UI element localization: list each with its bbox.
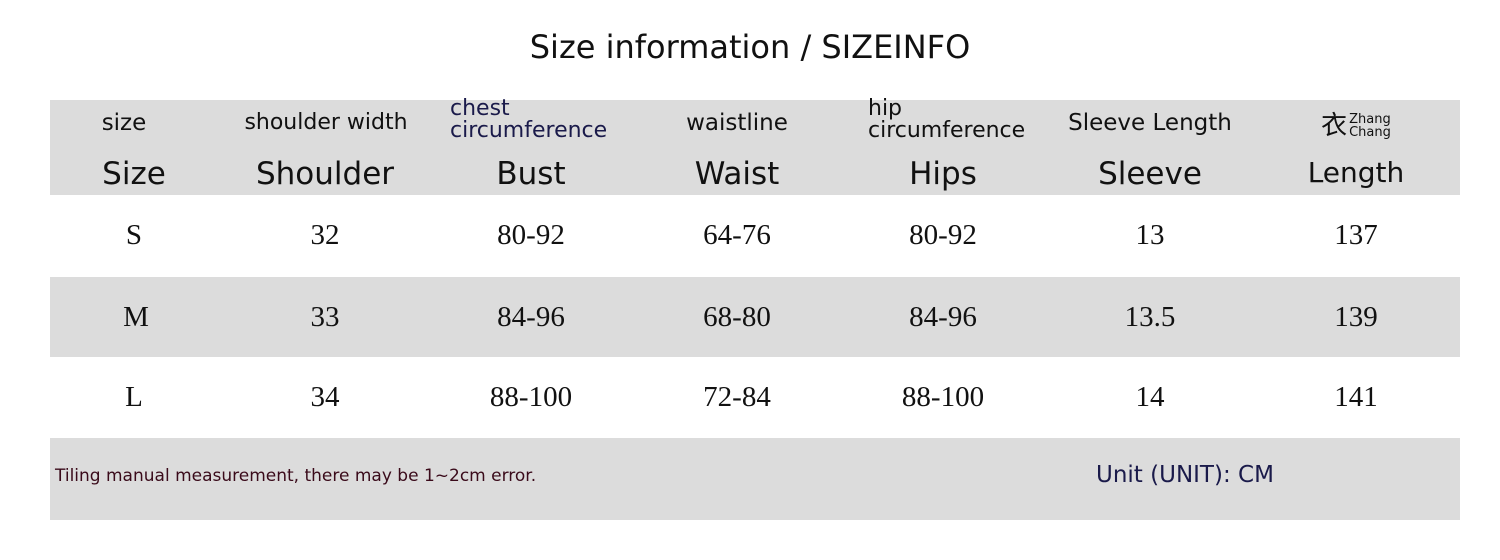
cell-size: M: [123, 301, 149, 333]
header-size: Size: [102, 156, 166, 192]
cell-bust: 88-100: [489, 381, 573, 413]
cell-bust: 84-96: [497, 301, 565, 333]
brand-logo: 衣 Zhang Chang: [1256, 113, 1456, 139]
cell-size: L: [125, 381, 143, 413]
brand-logo-icon: 衣: [1321, 111, 1348, 141]
header-sub-hip-line1: hip: [868, 96, 903, 121]
measurement-note: Tiling manual measurement, there may be …: [55, 466, 537, 486]
header-bust: Bust: [496, 156, 566, 192]
header-sub-chest: chest circumference: [450, 98, 650, 142]
cell-waist: 68-80: [703, 301, 771, 333]
header-sub-hip-line2: circumference: [868, 118, 1026, 143]
cell-bust: 80-92: [497, 219, 565, 251]
header-sub-size: size: [101, 110, 147, 136]
header-sub-chest-line2: circumference: [450, 118, 608, 143]
header-waist: Waist: [694, 156, 780, 192]
table-row: M 33 84-96 68-80 84-96 13.5 139: [50, 277, 1460, 357]
cell-sleeve: 14: [1135, 381, 1165, 413]
brand-logo-text: Zhang Chang: [1349, 113, 1391, 139]
header-sub-hip: hip circumference: [868, 98, 1068, 142]
cell-length: 139: [1334, 301, 1378, 333]
table-row: L 34 88-100 72-84 88-100 14 141: [50, 357, 1460, 438]
cell-shoulder: 33: [310, 301, 340, 333]
cell-hips: 80-92: [909, 219, 977, 251]
cell-hips: 88-100: [901, 381, 985, 413]
header-hips: Hips: [909, 156, 977, 192]
header-sub-waist: waistline: [686, 110, 788, 136]
header-sub-chest-line1: chest: [450, 96, 510, 121]
cell-length: 141: [1334, 381, 1378, 413]
header-sleeve: Sleeve: [1098, 156, 1202, 192]
cell-length: 137: [1334, 219, 1378, 251]
cell-shoulder: 34: [310, 381, 340, 413]
cell-sleeve: 13: [1135, 219, 1165, 251]
cell-shoulder: 32: [310, 219, 340, 251]
header-length: Length: [1307, 156, 1405, 189]
unit-label: Unit (UNIT): CM: [1096, 462, 1274, 488]
cell-size: S: [125, 219, 143, 251]
brand-logo-line2: Chang: [1349, 125, 1391, 140]
table-footer: Tiling manual measurement, there may be …: [50, 438, 1460, 520]
page-title: Size information / SIZEINFO: [529, 28, 971, 66]
cell-waist: 64-76: [703, 219, 771, 251]
cell-hips: 84-96: [909, 301, 977, 333]
cell-waist: 72-84: [703, 381, 771, 413]
header-sub-sleeve: Sleeve Length: [1068, 110, 1232, 136]
brand-logo-line1: Zhang: [1349, 112, 1391, 127]
cell-sleeve: 13.5: [1124, 301, 1176, 333]
header-sub-shoulder: shoulder width: [244, 110, 408, 135]
table-header: size Size shoulder width Shoulder chest …: [50, 98, 1460, 195]
header-shoulder: Shoulder: [255, 156, 395, 192]
table-row: S 32 80-92 64-76 80-92 13 137: [50, 195, 1460, 277]
